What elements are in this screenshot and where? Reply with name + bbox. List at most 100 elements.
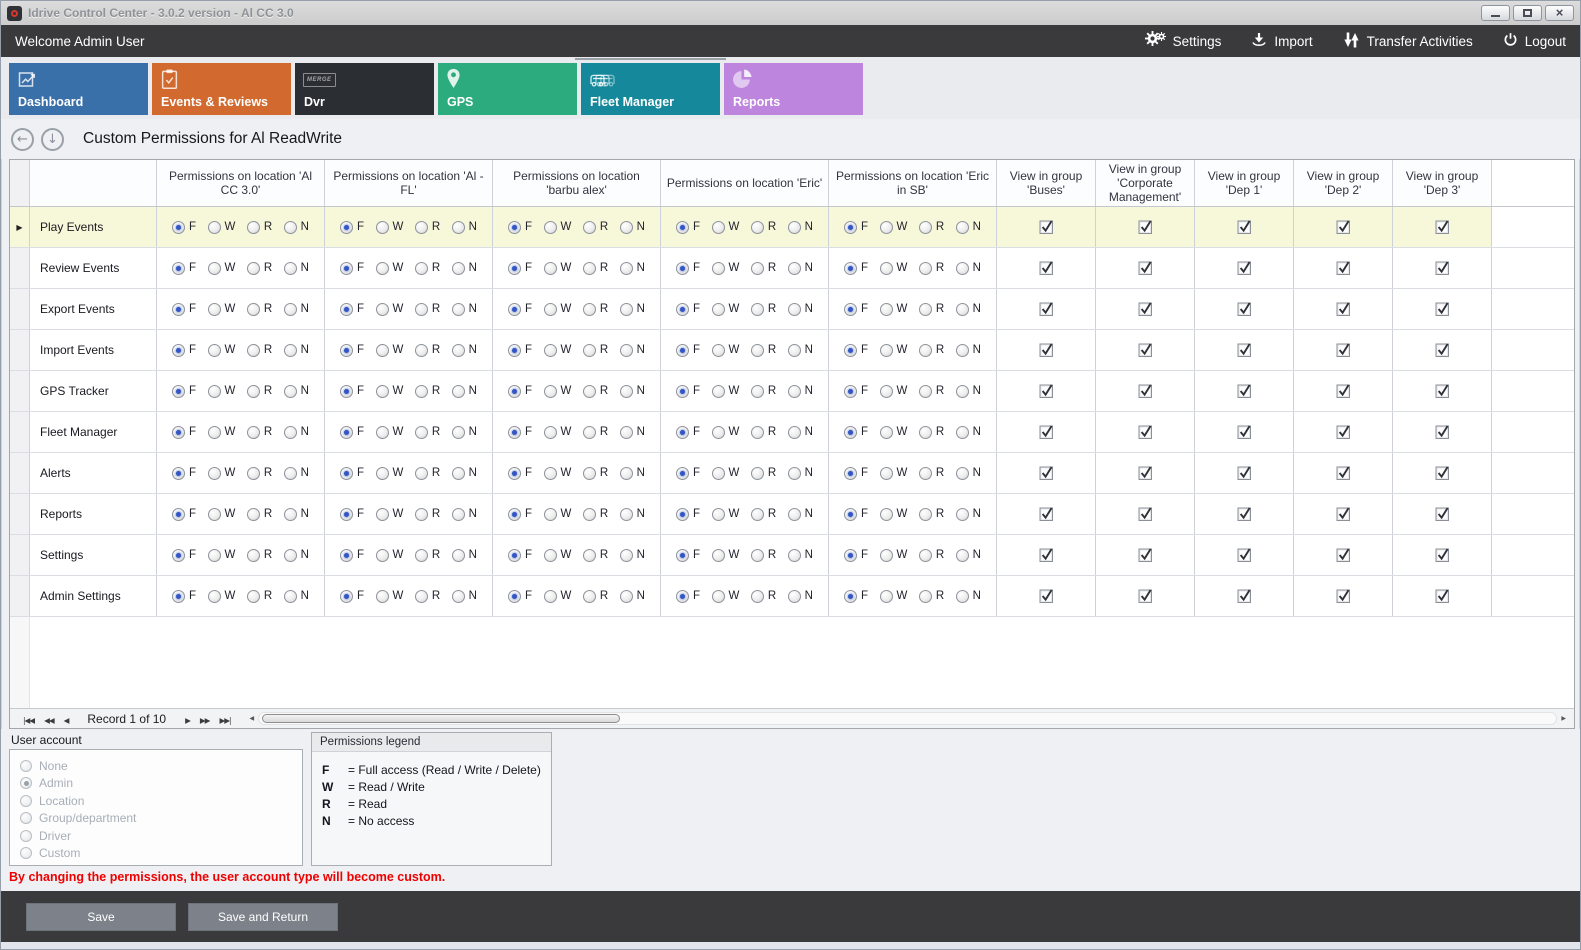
radio-f[interactable]: F: [172, 507, 196, 521]
checkbox-checked[interactable]: [1237, 301, 1252, 317]
radio-f[interactable]: F: [340, 220, 364, 234]
radio-n[interactable]: N: [283, 343, 309, 357]
radio-r[interactable]: R: [414, 507, 440, 521]
column-header-group-1[interactable]: View in group 'Corporate Management': [1096, 160, 1195, 206]
radio-n[interactable]: N: [619, 261, 645, 275]
radio-n[interactable]: N: [283, 302, 309, 316]
checkbox-checked[interactable]: [1138, 219, 1153, 235]
radio-f[interactable]: F: [508, 302, 532, 316]
radio-w[interactable]: W: [711, 507, 739, 521]
radio-f[interactable]: F: [676, 261, 700, 275]
checkbox-checked[interactable]: [1039, 342, 1054, 358]
next-page-icon[interactable]: ▶▶: [199, 715, 211, 725]
table-row[interactable]: Admin Settings F W R N F W R N F W R N F W R N F W R N: [10, 576, 1574, 617]
radio-w[interactable]: W: [711, 548, 739, 562]
radio-r[interactable]: R: [246, 261, 272, 275]
radio-w[interactable]: W: [375, 466, 403, 480]
checkbox-checked[interactable]: [1039, 260, 1054, 276]
checkbox-checked[interactable]: [1336, 383, 1351, 399]
radio-f[interactable]: F: [172, 343, 196, 357]
radio-r[interactable]: R: [582, 384, 608, 398]
checkbox-checked[interactable]: [1138, 506, 1153, 522]
radio-n[interactable]: N: [283, 220, 309, 234]
user-account-option-custom[interactable]: Custom: [20, 845, 302, 863]
radio-n[interactable]: N: [787, 425, 813, 439]
radio-r[interactable]: R: [582, 220, 608, 234]
radio-w[interactable]: W: [207, 507, 235, 521]
radio-r[interactable]: R: [414, 343, 440, 357]
radio-f[interactable]: F: [340, 548, 364, 562]
radio-w[interactable]: W: [207, 466, 235, 480]
checkbox-checked[interactable]: [1237, 260, 1252, 276]
radio-w[interactable]: W: [375, 425, 403, 439]
radio-w[interactable]: W: [375, 507, 403, 521]
scroll-left-icon[interactable]: ◀: [249, 715, 255, 722]
radio-n[interactable]: N: [283, 548, 309, 562]
radio-f[interactable]: F: [844, 384, 868, 398]
checkbox-checked[interactable]: [1336, 465, 1351, 481]
radio-n[interactable]: N: [451, 466, 477, 480]
radio-f[interactable]: F: [844, 548, 868, 562]
radio-r[interactable]: R: [582, 261, 608, 275]
checkbox-checked[interactable]: [1435, 342, 1450, 358]
radio-f[interactable]: F: [676, 589, 700, 603]
radio-r[interactable]: R: [750, 425, 776, 439]
radio-w[interactable]: W: [207, 220, 235, 234]
radio-f[interactable]: F: [508, 589, 532, 603]
radio-w[interactable]: W: [375, 384, 403, 398]
radio-n[interactable]: N: [955, 220, 981, 234]
radio-n[interactable]: N: [619, 507, 645, 521]
radio-r[interactable]: R: [246, 507, 272, 521]
radio-n[interactable]: N: [619, 343, 645, 357]
radio-w[interactable]: W: [543, 384, 571, 398]
radio-f[interactable]: F: [508, 343, 532, 357]
radio-f[interactable]: F: [844, 343, 868, 357]
radio-f[interactable]: F: [676, 466, 700, 480]
radio-f[interactable]: F: [508, 425, 532, 439]
checkbox-checked[interactable]: [1435, 506, 1450, 522]
radio-r[interactable]: R: [582, 548, 608, 562]
radio-w[interactable]: W: [375, 261, 403, 275]
checkbox-checked[interactable]: [1435, 219, 1450, 235]
checkbox-checked[interactable]: [1336, 547, 1351, 563]
radio-r[interactable]: R: [582, 466, 608, 480]
radio-f[interactable]: F: [844, 507, 868, 521]
checkbox-checked[interactable]: [1435, 383, 1450, 399]
radio-w[interactable]: W: [879, 220, 907, 234]
tab-fleet-manager[interactable]: Fleet Manager: [575, 58, 726, 115]
radio-n[interactable]: N: [283, 384, 309, 398]
radio-w[interactable]: W: [879, 261, 907, 275]
radio-f[interactable]: F: [172, 589, 196, 603]
column-header-location-3[interactable]: Permissions on location 'Eric': [661, 160, 829, 206]
radio-n[interactable]: N: [955, 589, 981, 603]
radio-w[interactable]: W: [711, 302, 739, 316]
radio-n[interactable]: N: [619, 425, 645, 439]
radio-f[interactable]: F: [340, 384, 364, 398]
checkbox-checked[interactable]: [1336, 506, 1351, 522]
radio-w[interactable]: W: [879, 466, 907, 480]
checkbox-checked[interactable]: [1039, 547, 1054, 563]
radio-w[interactable]: W: [543, 589, 571, 603]
last-record-icon[interactable]: ▶▶|: [219, 715, 231, 725]
tab-dashboard[interactable]: Dashboard: [9, 63, 148, 115]
user-account-option-admin[interactable]: Admin: [20, 775, 302, 793]
radio-f[interactable]: F: [172, 466, 196, 480]
checkbox-checked[interactable]: [1336, 342, 1351, 358]
radio-r[interactable]: R: [246, 466, 272, 480]
radio-w[interactable]: W: [543, 343, 571, 357]
radio-n[interactable]: N: [283, 466, 309, 480]
column-header-group-0[interactable]: View in group 'Buses': [997, 160, 1096, 206]
checkbox-checked[interactable]: [1435, 301, 1450, 317]
radio-f[interactable]: F: [340, 425, 364, 439]
scrollbar-track[interactable]: [258, 712, 1558, 725]
radio-n[interactable]: N: [955, 548, 981, 562]
radio-n[interactable]: N: [451, 261, 477, 275]
radio-f[interactable]: F: [676, 548, 700, 562]
topbar-action-import[interactable]: Import: [1251, 32, 1313, 51]
checkbox-checked[interactable]: [1336, 219, 1351, 235]
radio-f[interactable]: F: [844, 220, 868, 234]
radio-f[interactable]: F: [340, 302, 364, 316]
radio-w[interactable]: W: [375, 302, 403, 316]
checkbox-checked[interactable]: [1138, 588, 1153, 604]
radio-r[interactable]: R: [414, 220, 440, 234]
